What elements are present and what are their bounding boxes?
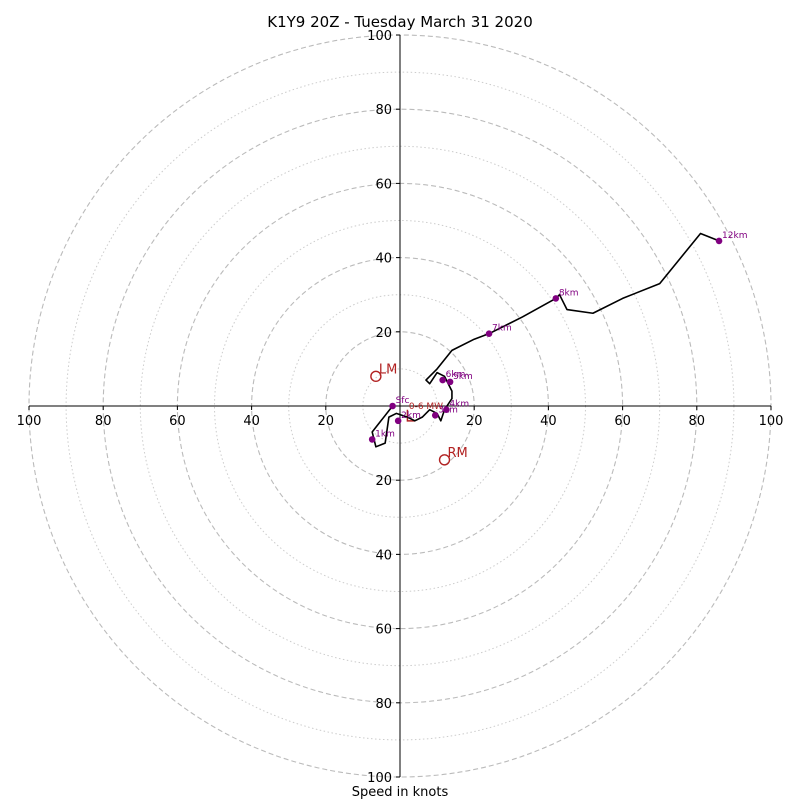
y-tick-label: 60 <box>375 177 392 192</box>
x-axis-label: Speed in knots <box>352 785 449 800</box>
right-mover-label: RM <box>448 446 468 461</box>
x-tick-label: 20 <box>466 414 483 429</box>
y-tick-label: 100 <box>367 771 392 786</box>
height-marker <box>446 378 454 386</box>
y-tick-label: 20 <box>375 326 392 341</box>
height-markers: Sfc1km2km3km4km5km6km7km8km12km <box>368 231 747 443</box>
height-label: 8km <box>559 288 579 298</box>
x-tick-label: 80 <box>95 414 112 429</box>
tick-labels: 20 20 20 20 40 40 40 40 60 60 60 60 80 80 80 80 100 100 10… <box>17 29 784 786</box>
y-tick-label: 100 <box>367 29 392 44</box>
height-marker <box>443 406 450 414</box>
height-label: 2km <box>401 411 421 421</box>
x-tick-label: 40 <box>243 414 260 429</box>
x-tick-label: 20 <box>318 414 335 429</box>
y-tick-label: 40 <box>375 548 392 563</box>
y-tick-label: 80 <box>375 697 392 712</box>
chart-title: K1Y9 20Z - Tuesday March 31 2020 <box>267 13 532 31</box>
height-marker <box>439 376 446 384</box>
height-marker <box>394 417 402 425</box>
left-mover-label: LM <box>379 362 397 377</box>
height-marker <box>389 402 396 410</box>
height-label: Sfc <box>396 396 410 406</box>
mean-wind-label: 0-6 MW <box>409 402 443 412</box>
axes <box>29 35 771 777</box>
right-mover-marker <box>438 454 451 466</box>
height-marker <box>431 411 439 419</box>
storm-motion: LM RM 0-6 MW <box>370 362 468 466</box>
height-marker <box>552 295 560 302</box>
x-tick-label: 80 <box>689 414 706 429</box>
height-label: 1km <box>375 429 395 439</box>
height-marker <box>368 436 376 443</box>
height-label: 4km <box>449 400 469 410</box>
y-tick-label: 80 <box>375 103 392 118</box>
y-tick-label: 60 <box>375 623 392 638</box>
x-tick-label: 60 <box>169 414 186 429</box>
height-label: 12km <box>722 231 747 241</box>
x-tick-label: 100 <box>759 414 784 429</box>
left-mover-marker <box>370 370 382 383</box>
height-marker <box>715 237 723 245</box>
x-tick-label: 40 <box>540 414 557 429</box>
height-marker <box>485 330 493 337</box>
height-label: 5km <box>453 372 473 382</box>
y-tick-label: 40 <box>375 252 392 267</box>
height-label: 7km <box>492 324 512 334</box>
wind-trace-line <box>371 232 720 448</box>
x-tick-label: 60 <box>614 414 631 429</box>
x-tick-label: 100 <box>17 414 42 429</box>
y-tick-label: 20 <box>375 474 392 489</box>
height-label: 6km <box>446 370 466 380</box>
shear-vector <box>406 409 415 422</box>
wind-trace <box>371 232 720 448</box>
